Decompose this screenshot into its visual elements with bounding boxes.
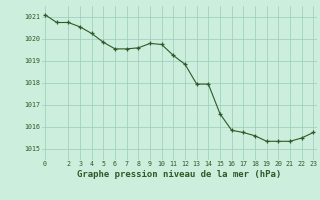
X-axis label: Graphe pression niveau de la mer (hPa): Graphe pression niveau de la mer (hPa) <box>77 170 281 179</box>
